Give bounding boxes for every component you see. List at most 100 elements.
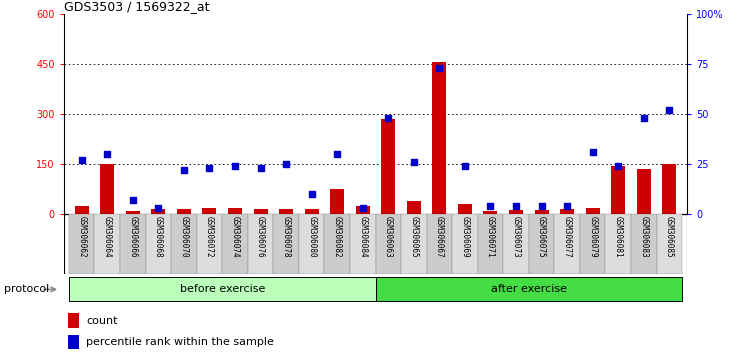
Point bbox=[382, 115, 394, 121]
Point bbox=[561, 203, 573, 209]
Bar bbox=[554, 214, 580, 274]
Point bbox=[587, 149, 599, 155]
Point bbox=[408, 159, 420, 165]
Text: GSM306080: GSM306080 bbox=[307, 216, 316, 258]
Point bbox=[178, 167, 190, 173]
Point bbox=[204, 165, 216, 171]
Bar bbox=[376, 278, 682, 301]
Bar bbox=[605, 214, 631, 274]
Point bbox=[255, 165, 267, 171]
Bar bbox=[580, 214, 605, 274]
Point bbox=[127, 197, 139, 203]
Text: GSM306081: GSM306081 bbox=[614, 216, 623, 258]
Bar bbox=[631, 214, 656, 274]
Bar bbox=[611, 166, 626, 214]
Text: count: count bbox=[86, 315, 118, 326]
Bar bbox=[458, 204, 472, 214]
Bar bbox=[146, 214, 171, 274]
Point bbox=[101, 152, 113, 157]
Text: GDS3503 / 1569322_at: GDS3503 / 1569322_at bbox=[64, 0, 210, 13]
Point bbox=[612, 163, 624, 169]
Text: GSM306077: GSM306077 bbox=[562, 216, 572, 258]
Bar bbox=[299, 214, 324, 274]
Text: GSM306078: GSM306078 bbox=[282, 216, 291, 258]
Text: GSM306070: GSM306070 bbox=[179, 216, 189, 258]
Bar bbox=[68, 313, 79, 328]
Bar bbox=[95, 214, 120, 274]
Text: GSM306079: GSM306079 bbox=[588, 216, 597, 258]
Bar bbox=[279, 209, 293, 214]
Bar bbox=[407, 201, 421, 214]
Point bbox=[638, 115, 650, 121]
Point bbox=[280, 161, 292, 167]
Bar bbox=[69, 278, 376, 301]
Point bbox=[229, 163, 241, 169]
Bar bbox=[254, 209, 267, 214]
Text: GSM306068: GSM306068 bbox=[154, 216, 163, 258]
Bar bbox=[324, 214, 350, 274]
Text: GSM306082: GSM306082 bbox=[333, 216, 342, 258]
Bar bbox=[152, 209, 165, 214]
Bar bbox=[125, 211, 140, 214]
Bar bbox=[478, 214, 503, 274]
Text: GSM306069: GSM306069 bbox=[460, 216, 469, 258]
Bar bbox=[203, 207, 216, 214]
Bar bbox=[222, 214, 248, 274]
Text: GSM306072: GSM306072 bbox=[205, 216, 214, 258]
Bar bbox=[197, 214, 222, 274]
Bar bbox=[484, 211, 497, 214]
Text: GSM306074: GSM306074 bbox=[231, 216, 240, 258]
Text: percentile rank within the sample: percentile rank within the sample bbox=[86, 337, 274, 347]
Bar bbox=[69, 214, 95, 274]
Point bbox=[663, 107, 675, 113]
Text: GSM306067: GSM306067 bbox=[435, 216, 444, 258]
Point bbox=[510, 203, 522, 209]
Text: GSM306084: GSM306084 bbox=[358, 216, 367, 258]
Point bbox=[357, 205, 369, 211]
Bar bbox=[503, 214, 529, 274]
Point bbox=[152, 205, 164, 211]
Point bbox=[459, 163, 471, 169]
Text: GSM306062: GSM306062 bbox=[77, 216, 86, 258]
Bar bbox=[382, 119, 395, 214]
Bar bbox=[248, 214, 273, 274]
Bar bbox=[452, 214, 478, 274]
Bar bbox=[560, 209, 574, 214]
Text: GSM306064: GSM306064 bbox=[103, 216, 112, 258]
Bar bbox=[120, 214, 146, 274]
Bar bbox=[273, 214, 299, 274]
Bar bbox=[177, 209, 191, 214]
Bar bbox=[350, 214, 376, 274]
Bar bbox=[401, 214, 427, 274]
Text: GSM306076: GSM306076 bbox=[256, 216, 265, 258]
Text: after exercise: after exercise bbox=[490, 284, 567, 295]
Bar bbox=[529, 214, 554, 274]
Bar bbox=[662, 164, 677, 214]
Bar bbox=[74, 206, 89, 214]
Bar bbox=[656, 214, 682, 274]
Point bbox=[535, 203, 547, 209]
Bar bbox=[330, 189, 344, 214]
Bar bbox=[637, 169, 651, 214]
Bar bbox=[100, 164, 114, 214]
Bar bbox=[586, 207, 599, 214]
Bar bbox=[376, 214, 401, 274]
Point bbox=[484, 203, 496, 209]
Text: GSM306075: GSM306075 bbox=[537, 216, 546, 258]
Text: GSM306063: GSM306063 bbox=[384, 216, 393, 258]
Text: GSM306073: GSM306073 bbox=[511, 216, 520, 258]
Text: before exercise: before exercise bbox=[179, 284, 265, 295]
Text: GSM306065: GSM306065 bbox=[409, 216, 418, 258]
Bar bbox=[433, 63, 446, 214]
Bar bbox=[68, 335, 79, 349]
Bar bbox=[427, 214, 452, 274]
Text: GSM306066: GSM306066 bbox=[128, 216, 137, 258]
Bar bbox=[305, 209, 318, 214]
Text: GSM306083: GSM306083 bbox=[639, 216, 648, 258]
Point bbox=[433, 65, 445, 71]
Point bbox=[331, 152, 343, 157]
Bar bbox=[535, 210, 548, 214]
Bar bbox=[171, 214, 197, 274]
Text: protocol: protocol bbox=[4, 284, 49, 295]
Bar bbox=[509, 210, 523, 214]
